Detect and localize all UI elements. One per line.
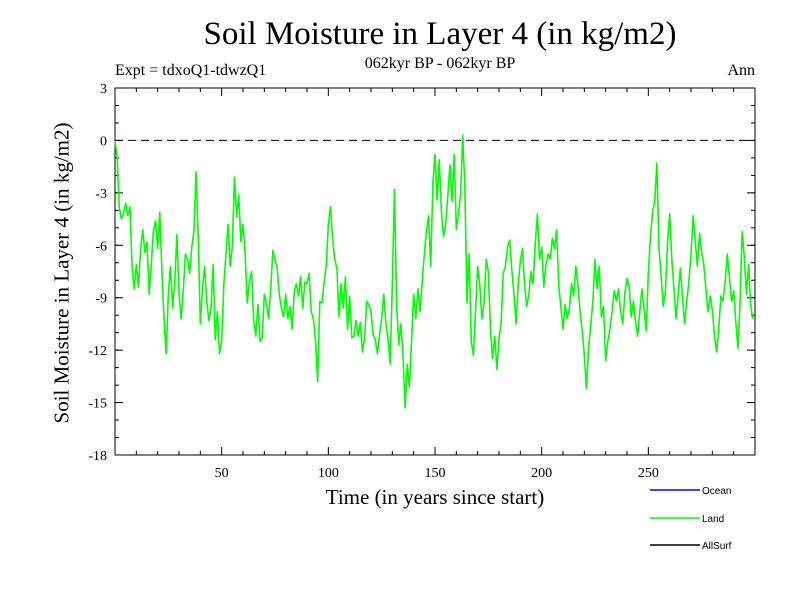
experiment-label: Expt = tdxoQ1-tdwzQ1 <box>115 62 267 79</box>
series-line-land <box>114 134 754 409</box>
x-tick-label: 250 <box>638 466 659 481</box>
y-tick-label: -15 <box>88 397 107 412</box>
y-tick-label: -18 <box>88 449 107 464</box>
chart-title: Soil Moisture in Layer 4 (in kg/m2) <box>203 16 677 52</box>
legend-label-ocean: Ocean <box>702 486 731 497</box>
x-tick-label: 150 <box>425 466 446 481</box>
legend-label-allsurf: AllSurf <box>702 541 732 552</box>
y-tick-label: 0 <box>100 134 107 149</box>
x-axis-label: Time (in years since start) <box>325 485 545 509</box>
y-tick-label: -12 <box>88 344 107 359</box>
x-tick-label: 100 <box>318 466 339 481</box>
plot-frame <box>114 87 756 456</box>
season-label: Ann <box>727 62 755 79</box>
x-tick-label: 200 <box>531 466 552 481</box>
legend-label-land: Land <box>702 514 724 525</box>
y-tick-label: -3 <box>95 187 107 202</box>
period-label: 062kyr BP - 062kyr BP <box>364 55 516 72</box>
y-tick-label: -6 <box>95 239 107 254</box>
y-tick-label: -9 <box>95 292 107 307</box>
y-tick-label: 3 <box>100 82 107 97</box>
x-tick-label: 50 <box>215 466 229 481</box>
